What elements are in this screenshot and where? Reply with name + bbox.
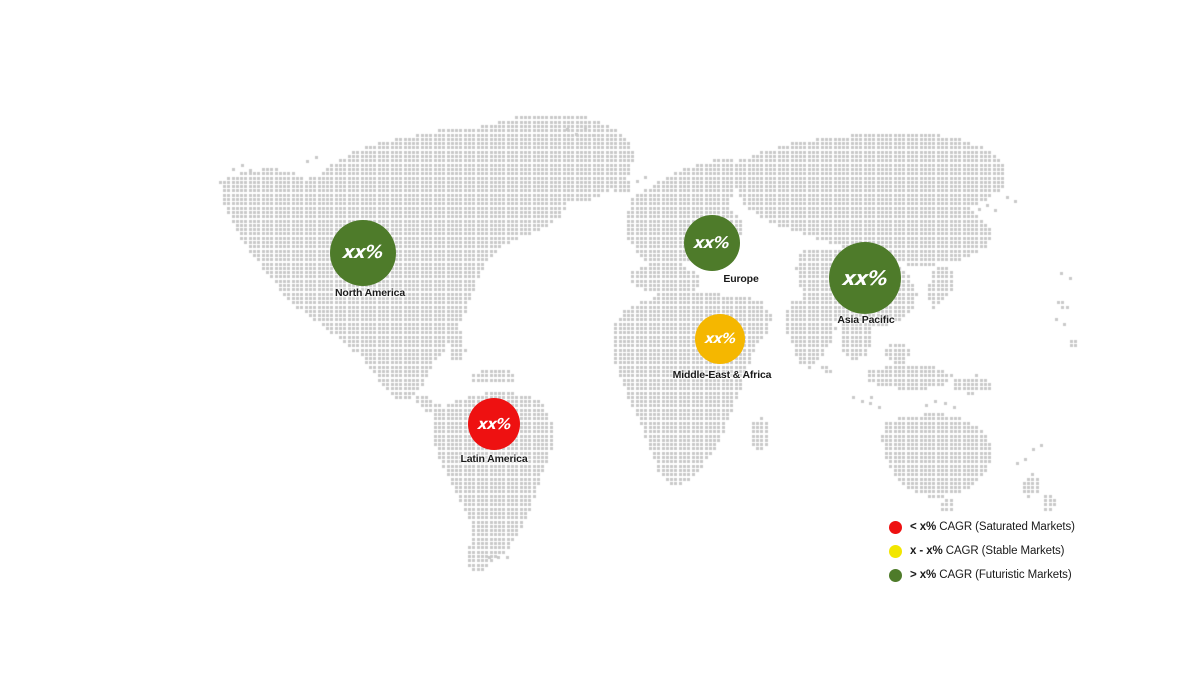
- legend-swatch-stable-icon: [889, 544, 902, 558]
- region-value-asia-pacific: xx%: [841, 266, 889, 290]
- region-bubble-asia-pacific[interactable]: xx%: [829, 242, 901, 314]
- legend-range-stable: x - x%: [910, 545, 943, 557]
- region-value-north-america: xx%: [342, 242, 385, 263]
- legend-item-futuristic[interactable]: > x% CAGR (Futuristic Markets): [889, 568, 1075, 582]
- legend-swatch-saturated-icon: [889, 520, 902, 534]
- legend-description-futuristic: CAGR (Futuristic Markets): [936, 569, 1072, 581]
- legend-item-saturated[interactable]: < x% CAGR (Saturated Markets): [889, 520, 1075, 534]
- legend-description-saturated: CAGR (Saturated Markets): [936, 521, 1075, 533]
- legend-label-saturated: < x% CAGR (Saturated Markets): [910, 521, 1075, 533]
- region-label-asia-pacific: Asia Pacific: [837, 314, 895, 326]
- legend-item-stable[interactable]: x - x% CAGR (Stable Markets): [889, 544, 1075, 558]
- region-value-middle-east-africa: xx%: [703, 331, 737, 347]
- region-label-north-america: North America: [334, 287, 406, 299]
- legend-swatch-futuristic-icon: [889, 568, 902, 582]
- region-bubble-middle-east-africa[interactable]: xx%: [695, 314, 745, 364]
- region-bubble-latin-america[interactable]: xx%: [468, 398, 520, 450]
- legend-range-futuristic: > x%: [910, 569, 937, 581]
- region-value-europe: xx%: [693, 233, 731, 252]
- legend-range-saturated: < x%: [910, 521, 937, 533]
- legend-description-stable: CAGR (Stable Markets): [942, 545, 1065, 557]
- legend-label-futuristic: > x% CAGR (Futuristic Markets): [910, 569, 1072, 581]
- region-bubble-europe[interactable]: xx%: [684, 215, 740, 271]
- region-label-latin-america: Latin America: [460, 453, 528, 465]
- region-label-europe: Europe: [723, 273, 759, 285]
- legend: < x% CAGR (Saturated Markets) x - x% CAGR…: [889, 520, 1075, 582]
- region-bubble-north-america[interactable]: xx%: [330, 220, 396, 286]
- legend-label-stable: x - x% CAGR (Stable Markets): [910, 545, 1065, 557]
- region-value-latin-america: xx%: [476, 414, 512, 433]
- region-label-middle-east-africa: Middle-East & Africa: [672, 369, 772, 381]
